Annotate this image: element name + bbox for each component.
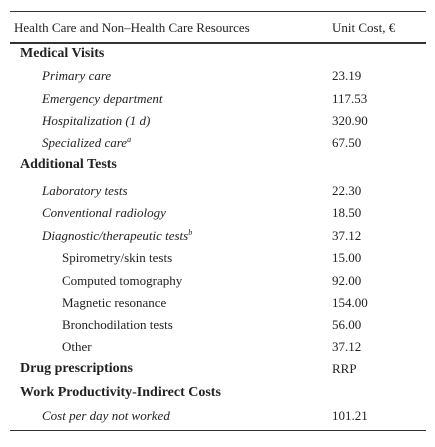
row-label: Specialized carea: [42, 135, 131, 151]
top-rule: [10, 11, 426, 12]
row-value: RRP: [332, 361, 357, 376]
row-label: Magnetic resonance: [62, 295, 167, 310]
row-value: 101.21: [332, 408, 368, 423]
label-text: Specialized care: [42, 135, 128, 150]
section-label: Medical Visits: [20, 46, 105, 61]
label-text: Diagnostic/therapeutic tests: [42, 228, 189, 243]
row-value: 92.00: [332, 273, 362, 288]
row-value: 37.12: [332, 339, 362, 354]
row-label: Emergency department: [42, 91, 163, 106]
header-cell: Health Care and Non–Health Care Resource…: [14, 20, 250, 35]
header-cell: Unit Cost, €: [332, 20, 396, 35]
row-label: Laboratory tests: [42, 183, 128, 198]
section-label: Work Productivity-Indirect Costs: [20, 385, 221, 400]
row-value: 18.50: [332, 205, 362, 220]
row-value: 56.00: [332, 317, 362, 332]
row-value: 37.12: [332, 228, 362, 243]
bottom-rule: [10, 430, 426, 431]
row-value: 15.00: [332, 250, 362, 265]
row-label: Conventional radiology: [42, 205, 166, 220]
section-label: Additional Tests: [20, 157, 117, 172]
row-label: Hospitalization (1 d): [42, 113, 151, 128]
row-value: 67.50: [332, 135, 362, 150]
row-value: 23.19: [332, 68, 362, 83]
row-value: 154.00: [332, 295, 368, 310]
row-label: Spirometry/skin tests: [62, 250, 173, 265]
footnote-mark: a: [127, 135, 132, 144]
row-value: 117.53: [332, 91, 368, 106]
row-label: Computed tomography: [62, 273, 183, 288]
row-label: Cost per day not worked: [42, 408, 170, 423]
header-rule: [10, 42, 426, 44]
row-label: Diagnostic/therapeutic testsb: [42, 228, 192, 244]
row-label: Bronchodilation tests: [62, 317, 173, 332]
row-label: Primary care: [42, 68, 112, 83]
row-value: 22.30: [332, 183, 362, 198]
row-value: 320.90: [332, 113, 368, 128]
row-label: Other: [62, 339, 92, 354]
footnote-mark: b: [188, 228, 193, 237]
section-label: Drug prescriptions: [20, 361, 133, 376]
